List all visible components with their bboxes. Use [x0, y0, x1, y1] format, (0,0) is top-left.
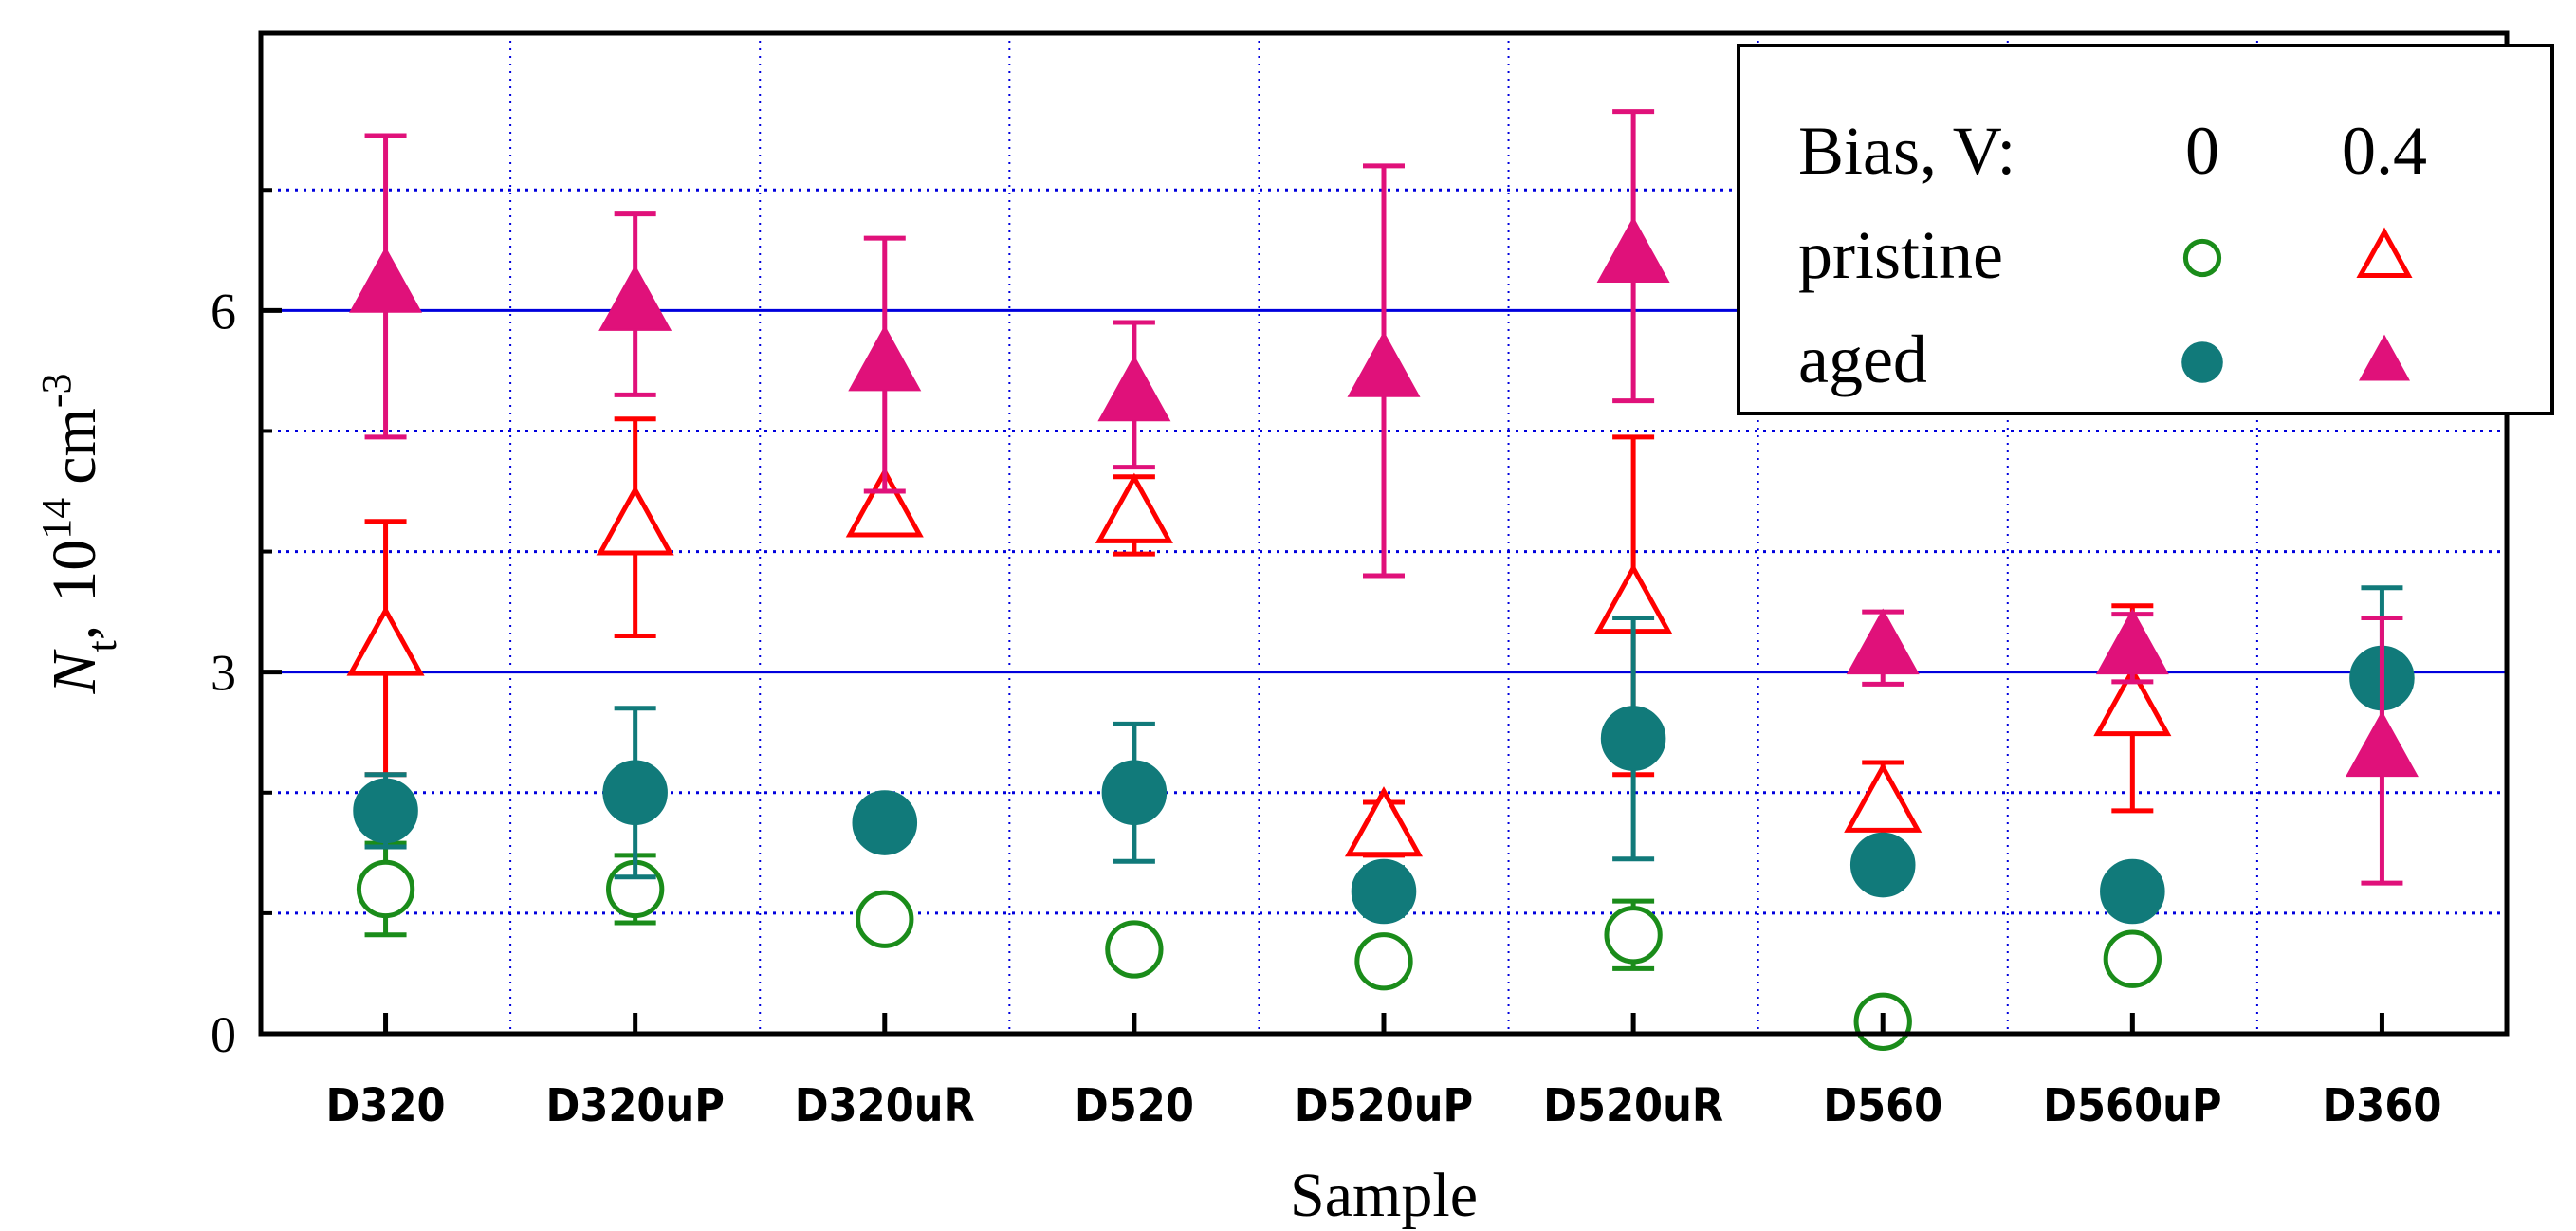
filled-triangle-marker [1596, 216, 1670, 284]
x-tick-label: D520uR [1543, 1079, 1723, 1132]
filled-triangle-marker [2095, 608, 2169, 675]
open-triangle-marker [2093, 665, 2172, 737]
filled-triangle-marker [1347, 331, 1421, 397]
open-circle-marker [2182, 238, 2222, 278]
x-tick-label: D320 [326, 1079, 446, 1132]
filled-circle-marker [2181, 341, 2223, 383]
x-tick-label: D360 [2322, 1079, 2441, 1132]
y-axis-comma: , [40, 625, 109, 641]
x-tick-label: D520 [1075, 1079, 1194, 1132]
filled-circle-marker [2100, 858, 2165, 925]
y-tick-label: 3 [211, 645, 236, 702]
legend-box [1737, 44, 2554, 415]
open-triangle-marker [1844, 762, 1923, 833]
filled-triangle-marker [598, 265, 672, 331]
filled-circle-marker [1101, 760, 1168, 826]
filled-circle-marker [1849, 832, 1916, 898]
open-triangle-marker [596, 485, 674, 556]
series-triangle-filled [349, 109, 2419, 886]
y-axis-prefix: 10 [40, 540, 109, 602]
open-circle-marker [1354, 932, 1413, 991]
open-circle-marker [2103, 929, 2162, 988]
open-circle-marker [356, 859, 415, 919]
legend: Bias, V: 0 0.4 pristine aged [1737, 44, 2554, 415]
filled-triangle-marker [848, 324, 922, 392]
open-triangle-marker [346, 605, 425, 676]
y-axis-symbol: N [40, 649, 109, 695]
filled-triangle-marker [2345, 710, 2419, 778]
x-axis-title: Sample [1290, 1161, 1478, 1230]
y-axis-subscript: t [79, 640, 125, 652]
x-tick-label: D520uP [1295, 1079, 1473, 1132]
open-circle-marker [1105, 920, 1164, 979]
open-triangle-marker [1344, 786, 1424, 857]
filled-triangle-marker [2359, 334, 2410, 381]
legend-markers [2181, 227, 2413, 383]
y-tick-label: 0 [211, 1006, 236, 1063]
open-circle-marker [856, 890, 914, 948]
filled-circle-marker [353, 778, 418, 844]
filled-circle-marker [1600, 706, 1666, 771]
y-axis-title: Nt, 1014 cm-3 [33, 373, 125, 694]
open-triangle-marker [2356, 227, 2413, 278]
x-tick-label: D560uP [2043, 1079, 2221, 1132]
x-tick-label: D560 [1823, 1079, 1942, 1132]
filled-triangle-marker [1097, 355, 1171, 422]
data-layer [346, 109, 2419, 1051]
legend-row-aged: aged [1798, 322, 1927, 397]
x-tick-label: D320uP [545, 1079, 724, 1132]
filled-circle-marker [1351, 858, 1417, 925]
legend-bias-header: Bias, V: [1798, 113, 2015, 189]
legend-bias-04: 0.4 [2342, 113, 2427, 189]
x-tick-label: D320uR [795, 1079, 975, 1132]
y-tick-label: 6 [211, 283, 236, 340]
filled-circle-marker [602, 760, 668, 826]
filled-circle-marker [852, 790, 918, 855]
legend-row-pristine: pristine [1798, 217, 2003, 293]
legend-bias-0: 0 [2185, 113, 2219, 189]
y-axis-unit: cm [40, 408, 109, 485]
y-axis-unit-exponent: -3 [33, 373, 80, 408]
open-triangle-marker [845, 467, 924, 538]
filled-triangle-marker [349, 247, 423, 313]
open-circle-marker [1604, 906, 1663, 965]
axis-layer: 0 3 6 D320 D320uP D320uR D520 D520uP D520uR D560 D… [211, 188, 2441, 1132]
filled-triangle-marker [1846, 608, 1920, 675]
open-triangle-marker [1095, 472, 1173, 543]
y-axis-exponent: 14 [33, 498, 80, 540]
